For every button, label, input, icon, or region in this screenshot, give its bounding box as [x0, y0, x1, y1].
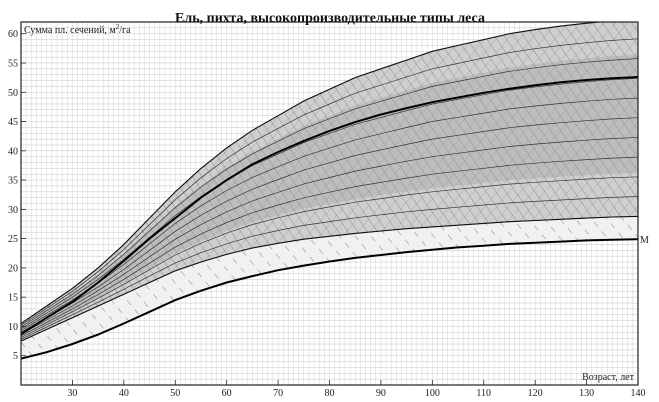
y-tick-label: 10 — [8, 322, 18, 333]
x-tick-label: 110 — [476, 388, 491, 399]
x-tick-label: 30 — [67, 388, 77, 399]
family-curve — [21, 117, 638, 333]
y-tick-label: 35 — [8, 176, 18, 187]
y-tick-label: 60 — [8, 29, 18, 40]
curves — [21, 22, 638, 360]
x-tick-label: 80 — [325, 388, 335, 399]
chart-title: Ель, пихта, высокопроизводительные типы … — [175, 11, 485, 26]
family-curve — [21, 176, 638, 338]
y-tick-label: 50 — [8, 88, 18, 99]
x-tick-label: 50 — [170, 388, 180, 399]
band-lower-edge — [21, 215, 638, 342]
y-tick-label: 15 — [8, 293, 18, 304]
family-curve — [21, 58, 638, 328]
x-tick-label: 120 — [528, 388, 543, 399]
x-axis-label: Возраст, лет — [582, 372, 635, 383]
y-tick-label: 25 — [8, 234, 18, 245]
family-curve — [21, 77, 638, 330]
family-curve — [21, 196, 638, 340]
family-curve — [21, 38, 638, 326]
shaded-band — [21, 22, 638, 359]
y-tick-label: 30 — [8, 205, 18, 216]
x-tick-label: 60 — [222, 388, 232, 399]
family-curve — [21, 156, 638, 337]
series-line-m — [21, 238, 638, 360]
family-curve — [21, 137, 638, 335]
y-tick-label: 20 — [8, 263, 18, 274]
band-hatch-b — [21, 22, 638, 342]
y-axis-label-main: Сумма пл. сечений, м — [24, 25, 116, 36]
y-axis-label-suffix: /га — [119, 25, 131, 36]
ticks: 30 40 50 60 70 80 90 100 110 120 130 140 5 10 15 20 25 30… — [8, 29, 646, 399]
x-tick-label: 90 — [376, 388, 386, 399]
x-tick-label: 130 — [579, 388, 594, 399]
light-zone-hatch — [21, 216, 638, 359]
y-axis-label: Сумма пл. сечений, м2/га — [24, 23, 131, 36]
x-tick-label: 40 — [119, 388, 129, 399]
x-tick-label: 140 — [631, 388, 646, 399]
y-tick-label: 40 — [8, 146, 18, 157]
x-tick-label: 70 — [273, 388, 283, 399]
y-tick-label: 5 — [13, 351, 18, 362]
y-tick-label: 55 — [8, 58, 18, 69]
y-tick-label: 45 — [8, 117, 18, 128]
series-line-mean — [21, 76, 638, 335]
series-label-m: М — [640, 235, 649, 246]
family-curve — [21, 97, 638, 331]
band-dark-zone — [21, 54, 638, 338]
band-upper-edge — [21, 22, 606, 324]
y-axis-label-sup: 2 — [116, 23, 120, 31]
x-tick-label: 100 — [425, 388, 440, 399]
